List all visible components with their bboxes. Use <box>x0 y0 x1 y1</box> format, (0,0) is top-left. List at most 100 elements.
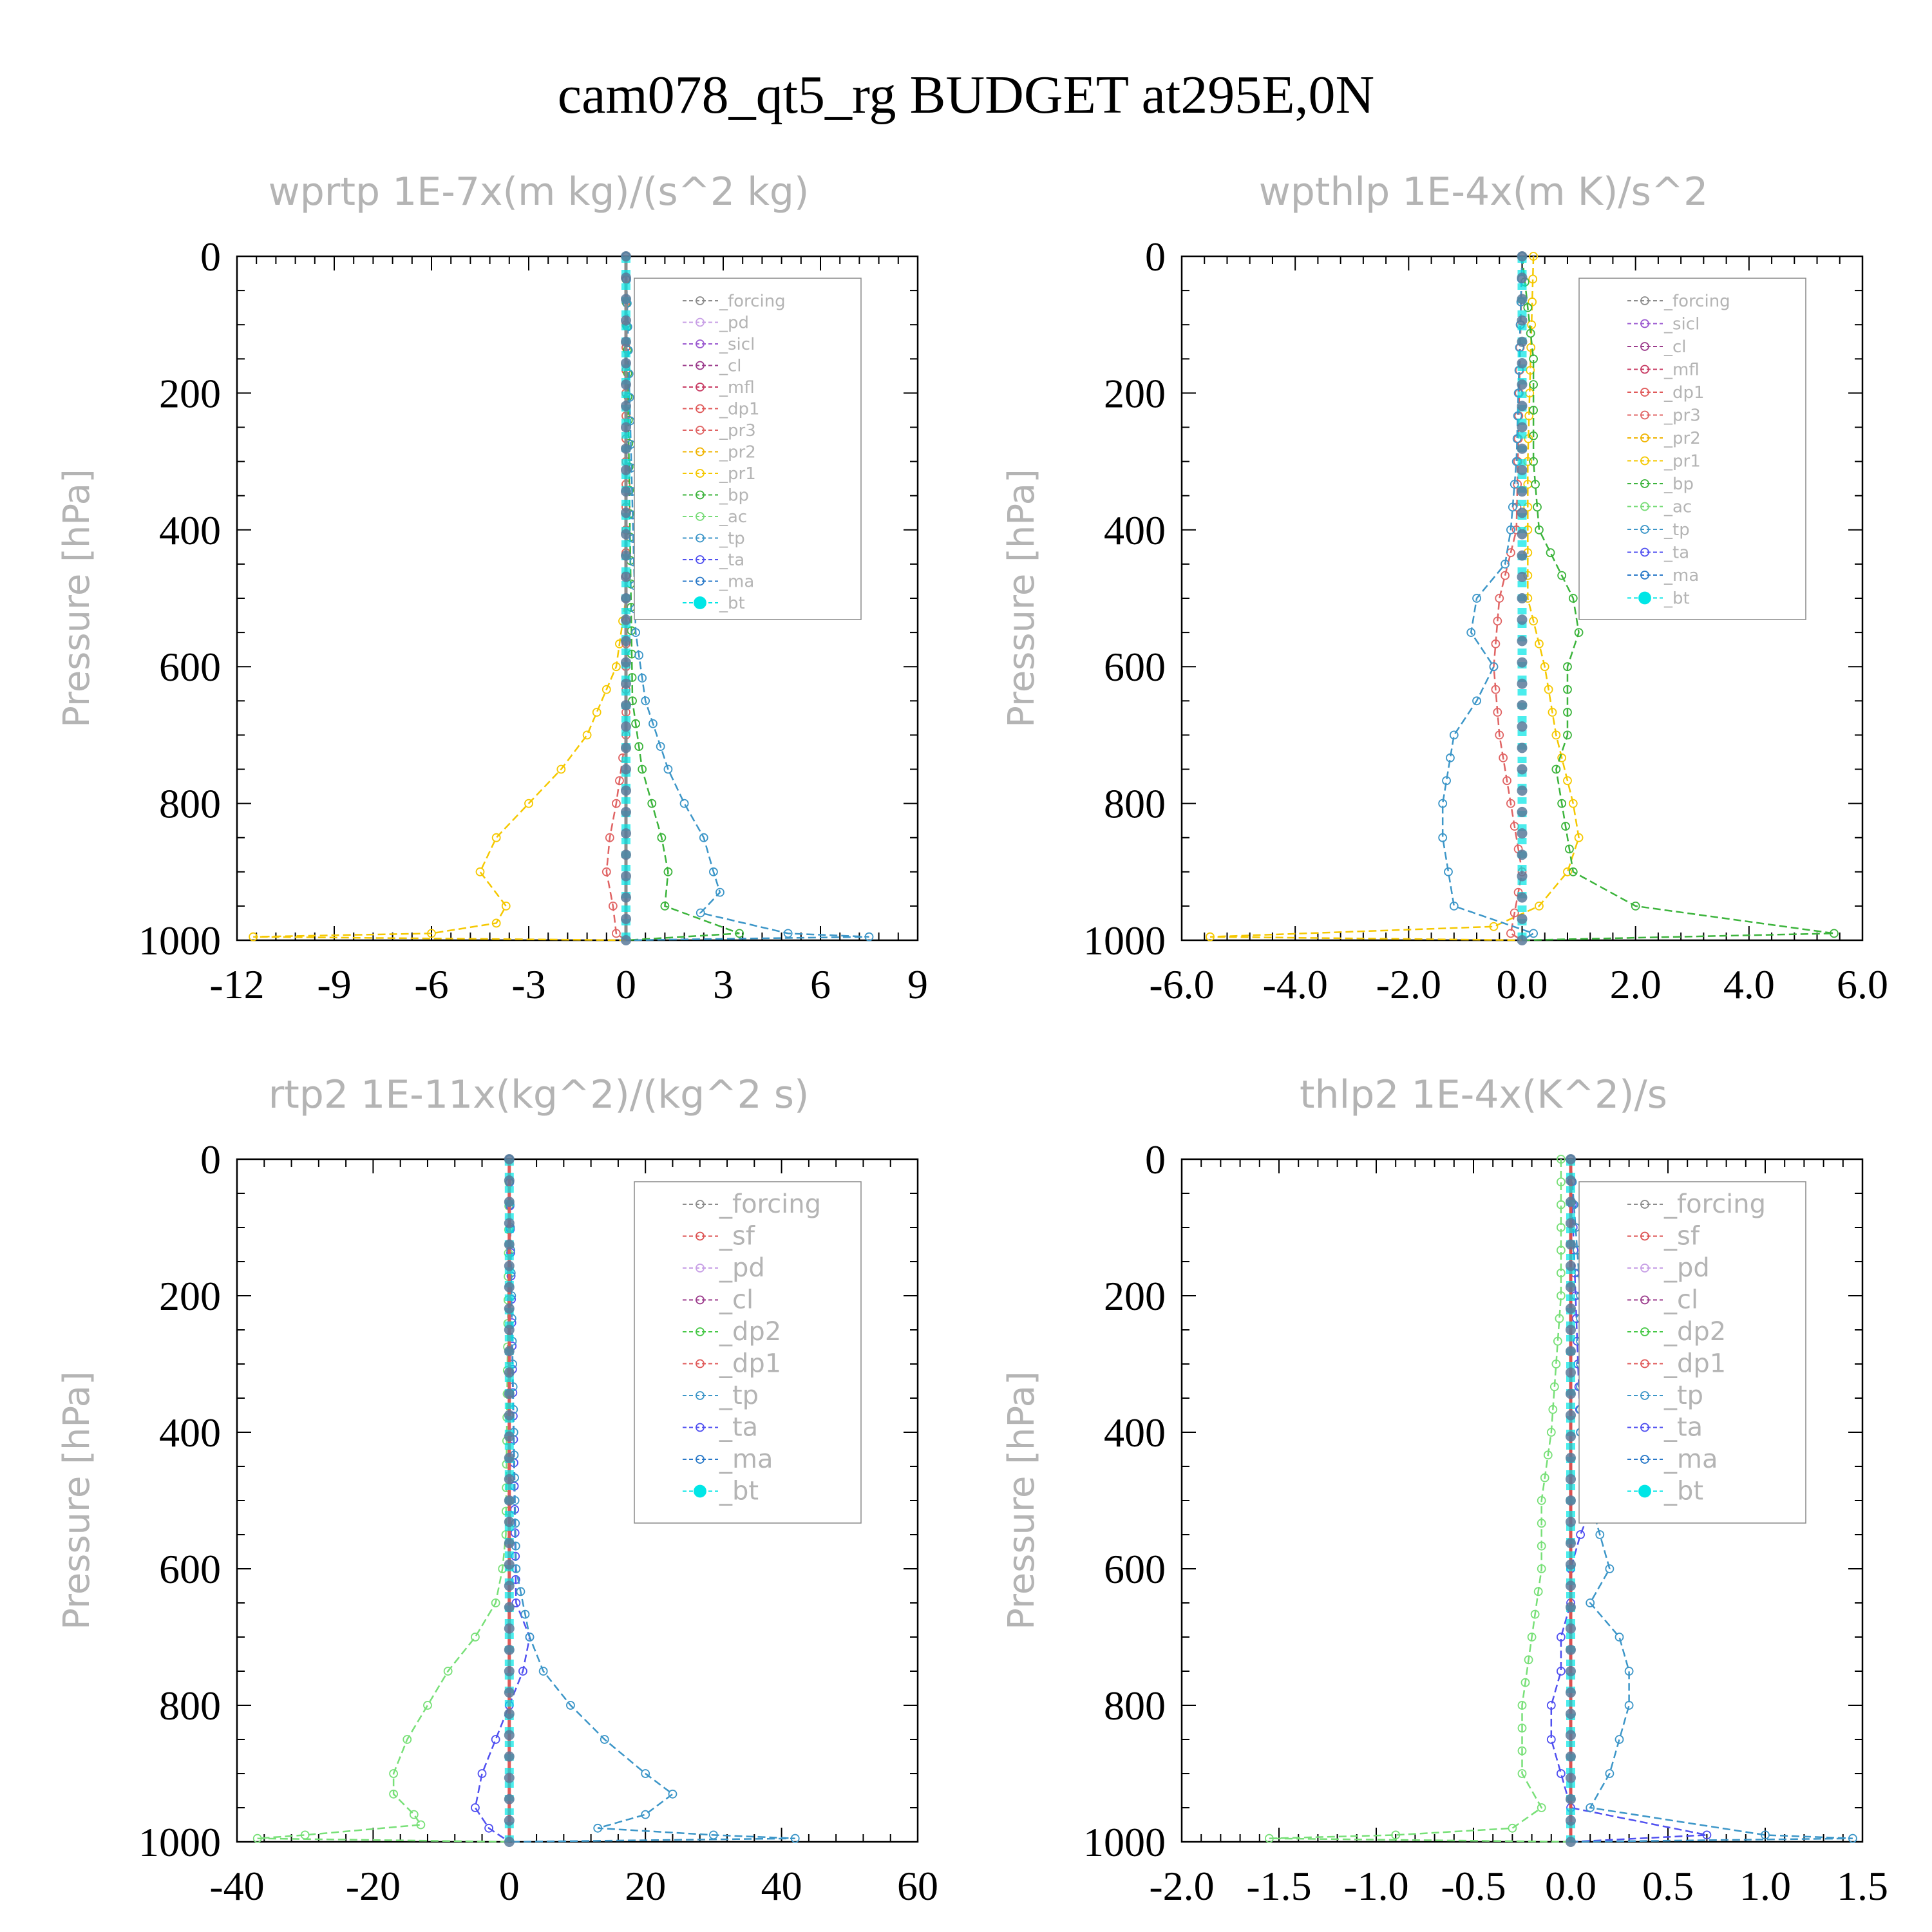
x-tick-label: 4.0 <box>1723 961 1775 1007</box>
data-point <box>641 1769 650 1778</box>
data-point <box>1506 929 1515 938</box>
data-point <box>1449 902 1459 911</box>
data-point <box>1206 932 1215 942</box>
data-point <box>504 1602 515 1613</box>
figure-title: cam078_qt5_rg BUDGET at295E,0N <box>558 65 1374 125</box>
data-point <box>709 867 718 876</box>
data-point <box>1566 1687 1576 1698</box>
data-point <box>416 1820 426 1830</box>
legend-label: _sf <box>1663 1222 1700 1251</box>
legend-label: _sicl <box>1663 315 1700 334</box>
data-point <box>1523 502 1533 512</box>
data-point <box>504 1623 515 1634</box>
x-tick-label: 2.0 <box>1610 961 1662 1007</box>
data-point <box>621 422 631 433</box>
data-point <box>1566 1452 1576 1463</box>
data-point <box>1563 776 1572 786</box>
data-point <box>1517 464 1528 475</box>
data-point <box>1533 502 1542 512</box>
data-point <box>1548 1405 1558 1414</box>
data-point <box>1546 548 1555 558</box>
data-point <box>1566 1346 1576 1357</box>
data-point <box>1848 1833 1857 1843</box>
data-point <box>1566 1772 1576 1783</box>
data-point <box>491 833 501 842</box>
data-point <box>621 336 631 347</box>
data-point <box>427 929 436 938</box>
legend-marker <box>696 1359 705 1368</box>
y-tick-label: 600 <box>1104 1546 1166 1592</box>
y-tick-label: 0 <box>1145 234 1166 279</box>
data-point <box>1568 799 1578 808</box>
data-point <box>1524 1655 1533 1665</box>
x-tick-label: -4.0 <box>1263 961 1328 1007</box>
x-tick-label: 0.0 <box>1545 1863 1596 1909</box>
data-point <box>1553 1336 1562 1346</box>
data-point <box>631 719 640 728</box>
legend-label: _ma <box>719 1444 773 1474</box>
y-tick-label: 200 <box>1104 370 1166 416</box>
legend-marker <box>1640 342 1649 351</box>
data-point <box>477 1769 487 1778</box>
legend-label: _cl <box>1663 337 1687 357</box>
legend-label: _sicl <box>719 335 755 354</box>
x-tick-label: -6.0 <box>1149 961 1214 1007</box>
chart-panel-3: rtp2 1E-11x(kg^2)/(kg^2 s) Pressure [hPa]… <box>56 1072 938 1909</box>
x-tick-label: -1.5 <box>1246 1863 1311 1909</box>
data-point <box>504 1388 515 1399</box>
data-point <box>1566 1517 1576 1528</box>
legend-marker <box>1640 1200 1649 1209</box>
data-point <box>1566 1794 1576 1804</box>
data-point <box>1391 1830 1401 1840</box>
data-point <box>1517 251 1528 261</box>
legend-marker <box>696 512 705 521</box>
legend-marker <box>1640 456 1649 466</box>
data-point <box>1529 431 1539 440</box>
data-point <box>1546 1701 1556 1710</box>
legend-label: _cl <box>719 1285 753 1315</box>
data-point <box>504 1473 515 1484</box>
legend-marker <box>696 1295 705 1305</box>
legend-marker <box>696 469 705 478</box>
data-point <box>504 1239 515 1250</box>
series-line <box>508 1159 795 1843</box>
legend-label: _ta <box>719 1413 758 1443</box>
data-point <box>1537 1519 1546 1528</box>
x-tick-label: 20 <box>625 1863 666 1909</box>
data-point <box>1566 1623 1576 1634</box>
data-point <box>1529 616 1539 626</box>
data-point <box>491 918 501 928</box>
legend-marker <box>1640 365 1649 374</box>
data-point <box>1491 639 1501 649</box>
legend-label: _pd <box>1663 1253 1710 1283</box>
data-point <box>491 1598 500 1607</box>
data-point <box>1517 315 1528 326</box>
legend-marker <box>696 1391 705 1400</box>
legend-marker <box>1640 1231 1649 1241</box>
legend-label: _tp <box>1663 1381 1703 1410</box>
panel-title: wprtp 1E-7x(m kg)/(s^2 kg) <box>269 169 810 214</box>
data-point <box>1544 685 1553 694</box>
data-point <box>641 1810 650 1819</box>
data-point <box>699 833 708 842</box>
data-point <box>504 1154 515 1164</box>
data-point <box>1563 662 1572 672</box>
legend-marker <box>1640 319 1649 328</box>
data-point <box>504 1709 515 1719</box>
data-point <box>389 1789 399 1799</box>
y-tick-label: 1000 <box>1083 918 1166 963</box>
y-tick-label: 800 <box>1104 1683 1166 1728</box>
y-tick-label: 200 <box>159 370 221 416</box>
legend-marker <box>696 1200 705 1209</box>
data-point <box>300 1830 310 1840</box>
data-point <box>1615 1735 1624 1744</box>
legend-marker <box>1640 1327 1649 1336</box>
data-point <box>443 1667 453 1676</box>
data-point <box>621 379 631 390</box>
data-point <box>1557 571 1567 580</box>
legend-label: _ac <box>1663 498 1692 517</box>
x-tick-label: 0 <box>616 961 636 1007</box>
data-point <box>504 1772 515 1783</box>
data-point <box>1566 1815 1576 1826</box>
data-point <box>621 806 631 817</box>
